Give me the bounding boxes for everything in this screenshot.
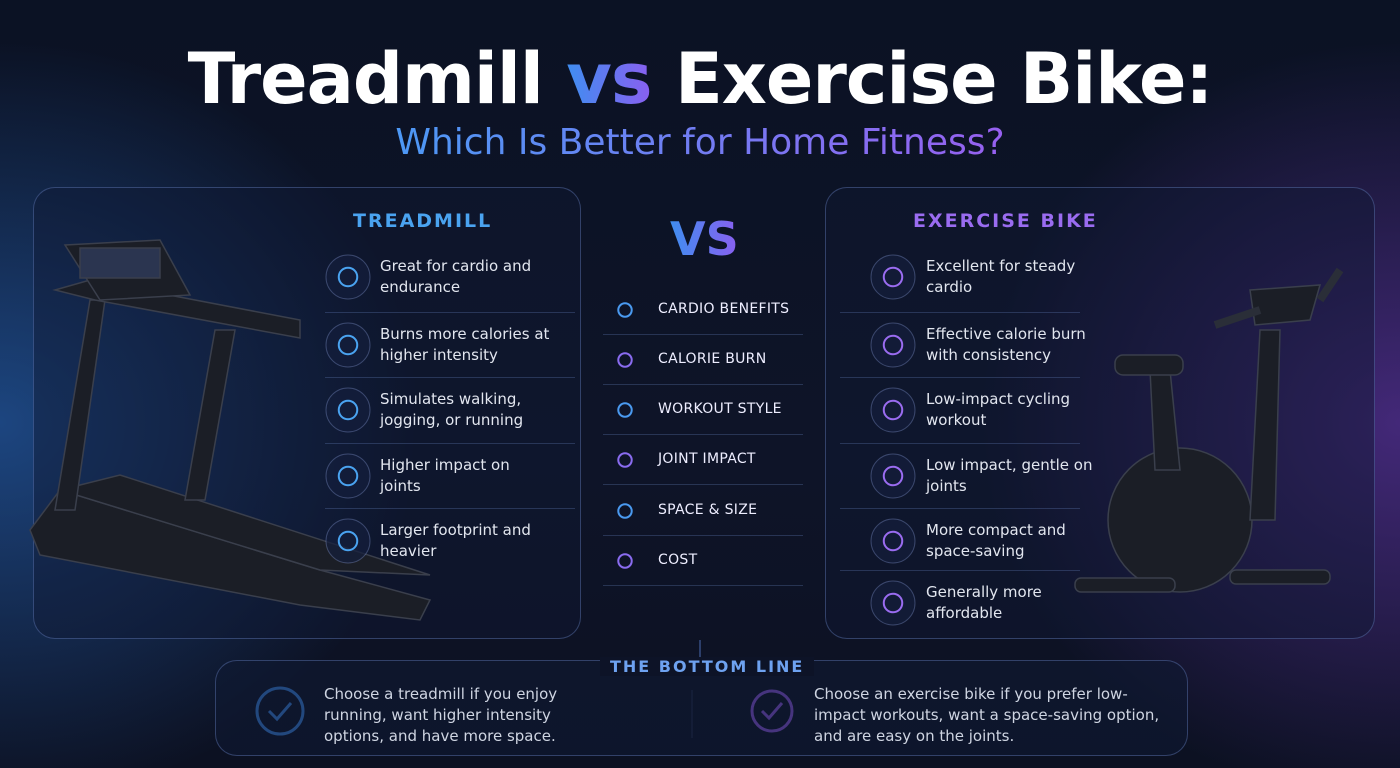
criterion: CARDIO BENEFITS — [658, 301, 790, 317]
icon — [617, 503, 633, 519]
bike-item: Effective calorie burn with consistency — [926, 325, 1086, 364]
separator — [603, 484, 803, 485]
icon — [870, 453, 916, 499]
separator — [325, 443, 575, 444]
separator — [325, 508, 575, 509]
icon — [325, 322, 371, 368]
icon — [870, 254, 916, 300]
treadmill-item: Larger footprint and heavier — [380, 521, 531, 560]
icon — [617, 352, 633, 368]
treadmill-heading: TREADMILL — [353, 210, 493, 232]
criterion: JOINT IMPACT — [658, 451, 756, 467]
icon — [325, 453, 371, 499]
bottom-panel — [215, 660, 1188, 756]
bike-item: More compact and space-saving — [926, 521, 1066, 560]
icon — [325, 254, 371, 300]
separator — [840, 508, 1080, 509]
separator — [603, 384, 803, 385]
bike-item: Low impact, gentle on joints — [926, 456, 1093, 495]
icon — [617, 302, 633, 318]
vs-label: VS — [670, 212, 739, 266]
icon — [617, 452, 633, 468]
separator — [840, 443, 1080, 444]
bike-heading: EXERCISE BIKE — [913, 210, 1098, 232]
icon — [870, 580, 916, 626]
title: Treadmill vs Exercise Bike: — [0, 38, 1400, 120]
bike-item: Generally more affordable — [926, 583, 1042, 622]
icon — [617, 402, 633, 418]
separator — [325, 312, 575, 313]
bottom-heading: THE BOTTOM LINE — [600, 657, 815, 676]
criterion: WORKOUT STYLE — [658, 401, 782, 417]
bike-panel — [825, 187, 1375, 639]
separator — [603, 535, 803, 536]
icon — [325, 387, 371, 433]
icon — [870, 518, 916, 564]
separator — [325, 377, 575, 378]
separator — [603, 334, 803, 335]
bike-item: Low-impact cycling workout — [926, 390, 1071, 429]
title-part: Exercise Bike: — [674, 38, 1213, 120]
bottom-left-text: Choose a treadmill if you enjoy running,… — [324, 685, 558, 745]
title-vs: vs — [566, 38, 652, 120]
icon — [325, 518, 371, 564]
icon — [870, 322, 916, 368]
bike-item: Excellent for steady cardio — [926, 257, 1076, 296]
icon — [617, 553, 633, 569]
separator — [840, 570, 1080, 571]
criterion: CALORIE BURN — [658, 351, 767, 367]
icon — [870, 387, 916, 433]
separator — [840, 312, 1080, 313]
bike-illustration — [1074, 267, 1344, 593]
treadmill-item: Simulates walking, jogging, or running — [380, 390, 524, 429]
criterion: COST — [658, 552, 698, 568]
separator — [603, 585, 803, 586]
treadmill-item: Higher impact on joints — [380, 456, 510, 495]
subtitle: Which Is Better for Home Fitness? — [375, 122, 1025, 163]
separator — [840, 377, 1080, 378]
treadmill-item: Great for cardio and endurance — [380, 257, 532, 296]
treadmill-item: Burns more calories at higher intensity — [380, 325, 550, 364]
criterion: SPACE & SIZE — [658, 502, 758, 518]
bottom-right-text: Choose an exercise bike if you prefer lo… — [814, 685, 1160, 745]
title-part: Treadmill — [187, 38, 544, 120]
separator — [603, 434, 803, 435]
